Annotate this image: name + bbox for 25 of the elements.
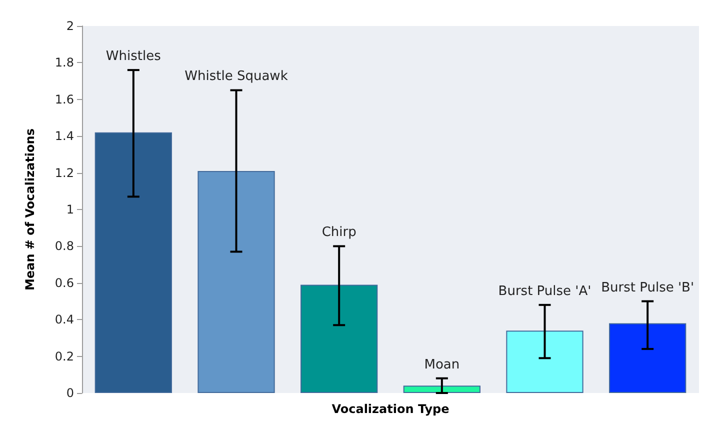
- y-tick-label: 1: [66, 202, 74, 216]
- y-tick-label: 0.4: [54, 312, 74, 327]
- x-tick-label: Chirp: [322, 225, 356, 240]
- x-axis-title: Vocalization Type: [332, 402, 450, 416]
- y-tick-label: 0: [66, 386, 74, 400]
- x-tick-label: Whistles: [106, 49, 162, 64]
- y-tick-label: 1.2: [54, 166, 74, 180]
- y-tick-label: 1.4: [54, 129, 74, 144]
- x-tick-label: Burst Pulse 'A': [498, 284, 592, 299]
- x-tick-label: Whistle Squawk: [184, 69, 288, 84]
- y-tick-label: 0.2: [54, 349, 74, 364]
- y-tick-label: 2: [66, 19, 74, 33]
- bar: [506, 330, 584, 393]
- y-tick-label: 0.6: [54, 276, 74, 290]
- x-tick-label: Burst Pulse 'B': [601, 280, 694, 296]
- y-tick-label: 0.8: [54, 239, 74, 254]
- bar: [94, 132, 172, 393]
- x-tick-label: Moan: [424, 357, 460, 372]
- bar: [300, 284, 378, 393]
- y-axis-title: Mean # of Vocalizations: [23, 128, 37, 290]
- y-tick-label: 1.6: [54, 92, 74, 106]
- bar: [198, 170, 275, 393]
- bar: [609, 323, 686, 393]
- y-tick-label: 1.8: [54, 56, 74, 70]
- bar: [403, 386, 480, 393]
